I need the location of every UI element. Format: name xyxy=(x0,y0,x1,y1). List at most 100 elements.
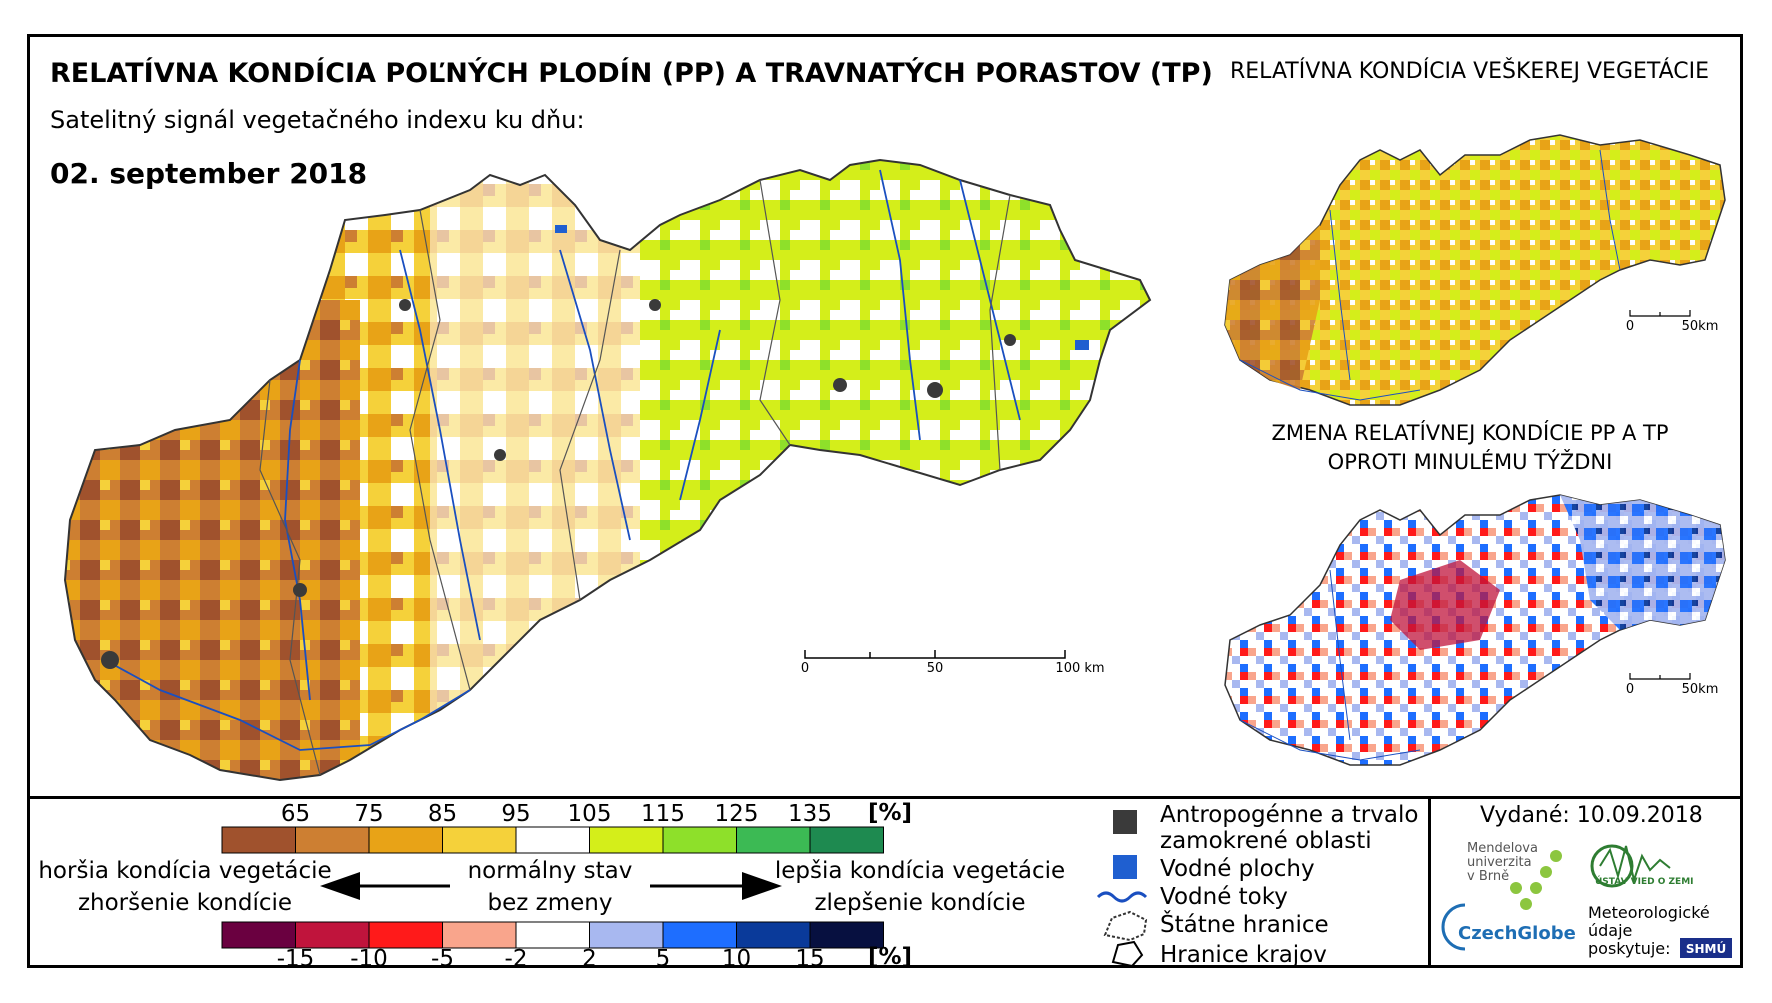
footer-divider xyxy=(1428,796,1431,968)
change-unit: [%] xyxy=(868,944,912,970)
small-scale-1-label-0: 0 xyxy=(1626,319,1634,334)
map-frame xyxy=(27,34,1743,968)
met-provider-line1: Meteorologické xyxy=(1588,903,1710,922)
worse-label-2: zhoršenie kondície xyxy=(78,890,292,916)
change-swatch-0 xyxy=(221,921,296,949)
small-scale-2-label-0: 0 xyxy=(1626,682,1634,697)
condition-tick-7: 135 xyxy=(788,801,832,827)
condition-swatch-1 xyxy=(295,826,370,854)
change-swatch-7 xyxy=(736,921,811,949)
small-scale-1-label-50: 50km xyxy=(1682,319,1719,334)
condition-swatch-4 xyxy=(515,826,590,854)
condition-unit: [%] xyxy=(868,800,912,826)
change-tick-0: -15 xyxy=(277,946,315,972)
condition-tick-5: 115 xyxy=(641,801,685,827)
mendel-logo-line3: v Brně xyxy=(1467,869,1509,884)
change-tick-6: 10 xyxy=(722,946,751,972)
main-scale-bar xyxy=(804,650,1066,659)
state-border-legend-symbol xyxy=(1103,910,1148,942)
czechglobe-logo-text: CzechGlobe xyxy=(1458,923,1576,944)
change-tick-3: -2 xyxy=(505,946,528,972)
region-borders xyxy=(259,179,1011,776)
mendel-logo-line2: univerzita xyxy=(1467,855,1532,870)
legend-region-border: Hranice krajov xyxy=(1160,942,1327,968)
shmu-logo-text: SHMÚ xyxy=(1686,941,1726,956)
change-swatch-5 xyxy=(589,921,664,949)
main-scale-label-50: 50 xyxy=(927,661,944,676)
condition-tick-labels: 65 75 85 95 105 115 125 135 xyxy=(281,801,832,827)
overall-vegetation-map xyxy=(1224,134,1726,406)
small-scale-bar-2 xyxy=(1629,673,1691,680)
change-tick-2: -5 xyxy=(431,946,454,972)
met-provider-line2: údaje xyxy=(1588,921,1632,940)
change-map-title-line1: ZMENA RELATÍVNEJ KONDÍCIE PP A TP xyxy=(1271,421,1669,445)
rivers xyxy=(104,169,1021,751)
change-swatch-4 xyxy=(515,921,590,949)
river-legend-symbol xyxy=(1096,891,1148,903)
condition-tick-6: 125 xyxy=(715,801,759,827)
condition-tick-4: 105 xyxy=(568,801,612,827)
better-label-1: lepšia kondícia vegetácie xyxy=(775,858,1065,884)
small-scale-2-label-50: 50km xyxy=(1682,682,1719,697)
legend-state-border: Štátne hranice xyxy=(1160,910,1329,938)
normal-label-1: normálny stav xyxy=(468,858,633,884)
worse-label-1: horšia kondícia vegetácie xyxy=(38,858,331,884)
main-scale-label-0: 0 xyxy=(801,661,809,676)
legend-divider xyxy=(27,796,1743,799)
normal-label-2: bez zmeny xyxy=(488,890,613,916)
change-tick-labels: -15 -10 -5 -2 2 5 10 15 xyxy=(277,946,825,972)
better-label-2: zlepšenie kondície xyxy=(814,890,1025,916)
condition-swatch-5 xyxy=(589,826,664,854)
condition-tick-1: 75 xyxy=(354,801,383,827)
change-color-bar xyxy=(221,921,884,949)
condition-color-bar xyxy=(221,826,884,854)
condition-tick-2: 85 xyxy=(428,801,457,827)
anthropogenic-areas xyxy=(101,299,1016,669)
map-subtitle: Satelitný signál vegetačného indexu ku d… xyxy=(50,106,585,134)
issued-date: Vydané: 10.09.2018 xyxy=(1480,803,1703,828)
shmu-logo-icon xyxy=(1680,938,1732,958)
uvgz-logo-icon xyxy=(1590,844,1671,888)
change-swatch-1 xyxy=(295,921,370,949)
worse-arrow xyxy=(320,872,450,900)
czechglobe-arc-icon xyxy=(1441,903,1466,951)
legend-rivers: Vodné toky xyxy=(1160,884,1288,910)
change-swatch-8 xyxy=(809,921,884,949)
change-swatch-2 xyxy=(368,921,443,949)
right-map-title: RELATÍVNA KONDÍCIA VEŠKEREJ VEGETÁCIE xyxy=(1230,59,1710,84)
condition-tick-0: 65 xyxy=(281,801,310,827)
met-provider-line3: poskytuje: xyxy=(1588,939,1671,958)
legend-anthro-line2: zamokrené oblasti xyxy=(1160,828,1372,854)
better-arrow xyxy=(650,872,782,900)
region-border-legend-symbol xyxy=(1111,940,1144,968)
legend-water-bodies: Vodné plochy xyxy=(1160,856,1315,882)
anthro-legend-swatch xyxy=(1113,810,1137,834)
condition-tick-3: 95 xyxy=(501,801,530,827)
water-bodies xyxy=(555,225,1089,350)
change-map-title-line2: OPROTI MINULÉMU TÝŽDNI xyxy=(1327,450,1613,474)
mendel-dots-icon xyxy=(1510,850,1562,910)
change-swatch-6 xyxy=(662,921,737,949)
condition-swatch-3 xyxy=(442,826,517,854)
weekly-change-map xyxy=(1224,494,1726,766)
condition-swatch-7 xyxy=(736,826,811,854)
condition-swatch-0 xyxy=(221,826,296,854)
condition-swatch-6 xyxy=(662,826,737,854)
change-tick-4: 2 xyxy=(582,946,597,972)
uvgz-logo-text: ÚSTAV VIED O ZEMI xyxy=(1595,875,1694,887)
water-legend-swatch xyxy=(1113,855,1137,879)
condition-swatch-2 xyxy=(368,826,443,854)
main-scale-label-100: 100 km xyxy=(1055,661,1104,676)
change-swatch-3 xyxy=(442,921,517,949)
condition-swatch-8 xyxy=(809,826,884,854)
small-scale-bar-1 xyxy=(1629,310,1691,317)
change-tick-7: 15 xyxy=(795,946,824,972)
change-tick-5: 5 xyxy=(656,946,671,972)
legend-anthro-line1: Antropogénne a trvalo xyxy=(1160,802,1418,828)
map-title: RELATÍVNA KONDÍCIA POĽNÝCH PLODÍN (PP) A… xyxy=(50,58,1213,89)
change-tick-1: -10 xyxy=(350,946,388,972)
main-condition-map xyxy=(63,158,1152,782)
mendel-logo-line1: Mendelova xyxy=(1467,841,1538,856)
map-date: 02. september 2018 xyxy=(50,157,368,190)
